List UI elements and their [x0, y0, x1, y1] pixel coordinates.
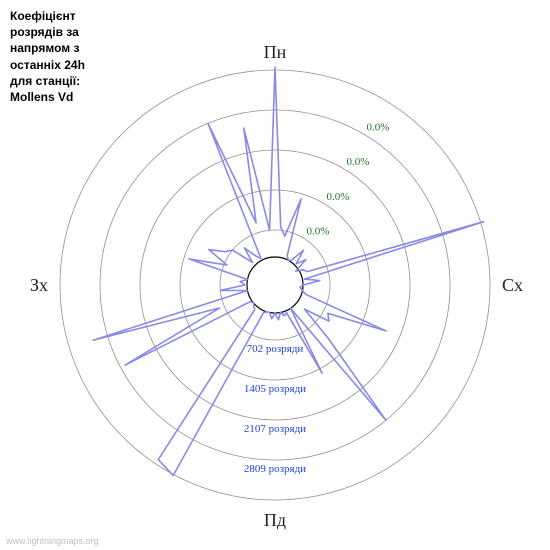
compass-west: Зх [30, 275, 48, 295]
percent-ring-label: 0.0% [327, 191, 350, 203]
title-line: розрядів за [10, 25, 79, 39]
count-ring-label: 2107 розряди [244, 423, 306, 435]
percent-ring-label: 0.0% [347, 156, 370, 168]
title-line: Mollens Vd [10, 90, 73, 104]
percent-ring-label: 0.0% [367, 122, 390, 134]
title-line: останніх 24h [10, 58, 85, 72]
chart-title: Коефіцієнт розрядів за напрямом з останн… [10, 8, 85, 105]
count-ring-label: 1405 розряди [244, 383, 306, 395]
title-line: Коефіцієнт [10, 9, 76, 23]
compass-south: Пд [264, 510, 286, 530]
count-ring-label: 2809 розряди [244, 463, 306, 475]
compass-north: Пн [264, 42, 287, 62]
percent-ring-label: 0.0% [307, 225, 330, 237]
footer-credit: www.lightningmaps.org [6, 536, 99, 546]
compass-east: Сх [502, 275, 523, 295]
count-ring-label: 702 розряди [247, 343, 304, 355]
title-line: для станції: [10, 74, 80, 88]
title-line: напрямом з [10, 41, 79, 55]
